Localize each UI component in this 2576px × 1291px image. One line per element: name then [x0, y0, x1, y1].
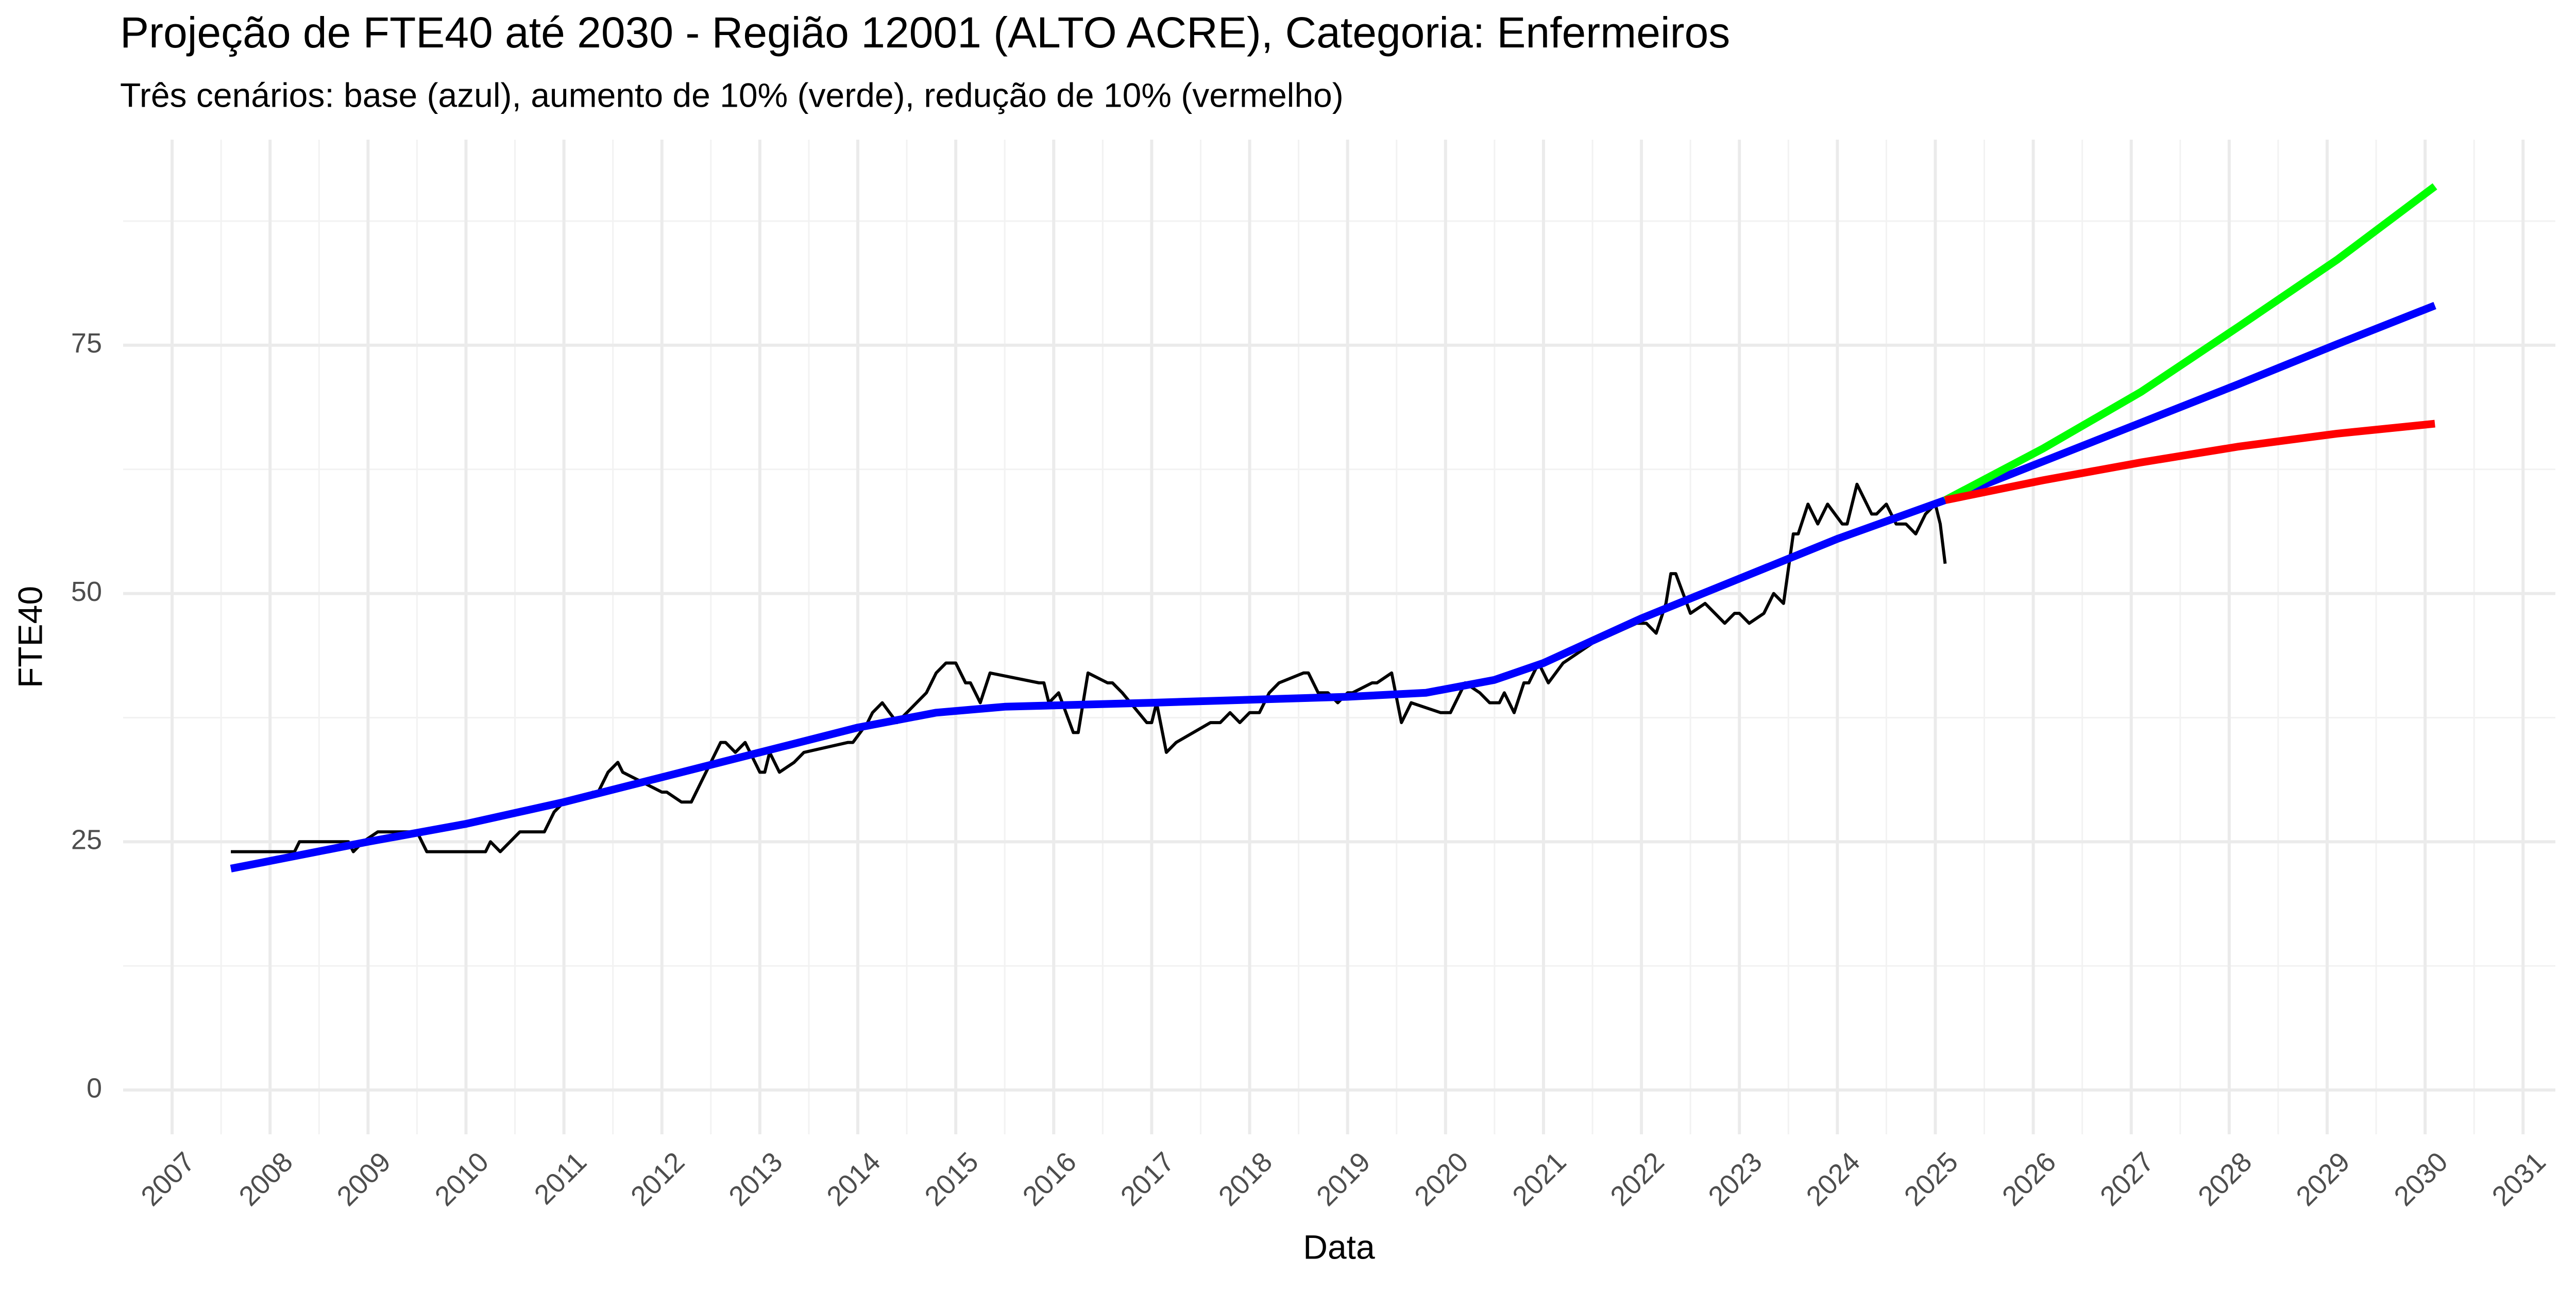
- lines: [230, 183, 2437, 873]
- y-tick-label: 75: [71, 328, 102, 359]
- series-line: [1943, 183, 2437, 504]
- series-line: [230, 301, 2436, 873]
- y-axis-label: FTE40: [11, 586, 49, 688]
- chart-title: Projeção de FTE40 até 2030 - Região 1200…: [120, 8, 1730, 57]
- series-line: [231, 482, 1947, 853]
- y-tick-label: 0: [87, 1072, 102, 1103]
- y-tick-label: 25: [71, 825, 102, 856]
- series-line: [1944, 420, 2435, 504]
- x-axis-label: Data: [1303, 1228, 1375, 1266]
- chart-subtitle: Três cenários: base (azul), aumento de 1…: [120, 76, 1344, 114]
- grid: [123, 140, 2555, 1134]
- y-tick-label: 50: [71, 576, 102, 607]
